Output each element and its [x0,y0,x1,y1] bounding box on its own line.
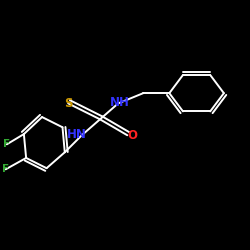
Text: F: F [3,139,10,149]
Text: O: O [127,129,137,142]
Text: S: S [64,97,72,110]
Text: HN: HN [67,128,87,140]
Text: NH: NH [110,96,129,109]
Text: F: F [2,164,9,174]
